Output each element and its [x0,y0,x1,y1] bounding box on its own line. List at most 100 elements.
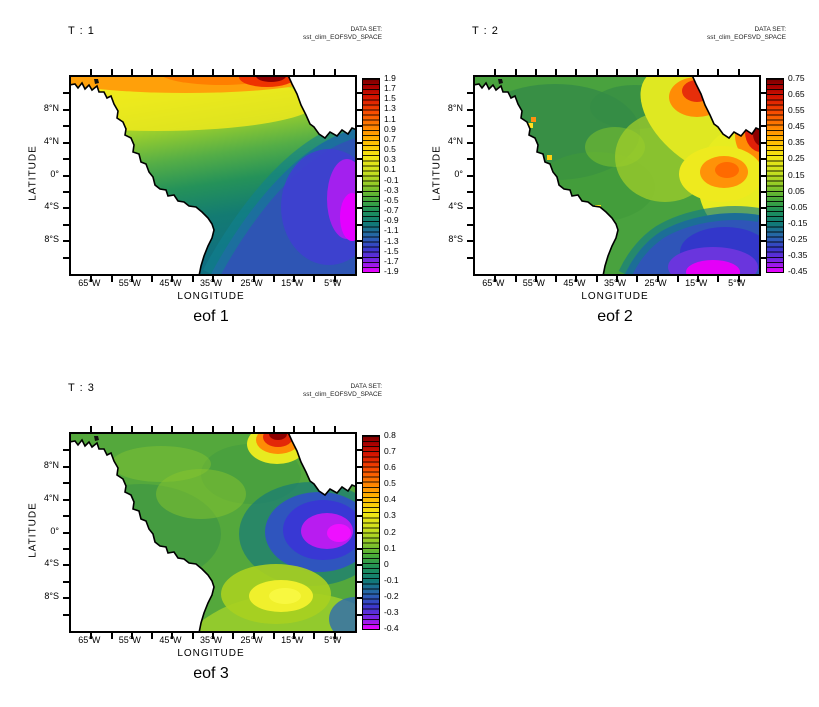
panel3-x-axis-label: LONGITUDE [177,648,245,659]
colorbar-label: 0.45 [788,121,805,132]
colorbar-label: 1.1 [384,113,396,124]
axis-tick [761,92,767,95]
colorbar-label: 1.7 [384,83,396,94]
axis-tick [63,482,69,485]
axis-tick [212,633,214,639]
axis-tick [191,276,194,282]
x-tick-label: 25°W [644,278,667,288]
colorbar-label: 1.3 [384,103,396,114]
y-tick-label: 4°N [447,135,463,146]
axis-tick [697,276,700,282]
axis-tick [90,276,93,282]
axis-tick [761,223,767,226]
axis-tick [252,633,255,639]
axis-tick [357,515,363,518]
axis-tick [357,580,363,583]
axis-tick [63,108,69,111]
axis-tick [272,69,275,75]
y-tick-label: 0° [50,525,59,536]
axis-tick [357,223,363,226]
axis-tick [676,276,679,282]
axis-tick [293,276,296,282]
axis-tick [357,465,363,468]
panel1-dataset-name: sst_clim_EOFSVD_SPACE [303,34,382,41]
axis-tick [717,276,720,282]
panel2-map-frame [467,69,767,282]
axis-tick [333,69,336,75]
axis-tick [252,426,255,432]
colorbar-label: 0.5 [384,478,396,489]
y-tick-label: 0° [50,168,59,179]
axis-tick [90,426,93,432]
colorbar-label: 0.1 [384,164,396,175]
axis-tick [357,613,363,616]
axis-tick [494,69,497,75]
axis-tick [63,498,69,501]
axis-tick [252,69,255,75]
colorbar-label: -1.1 [384,225,399,236]
axis-tick [151,426,154,432]
colorbar-label: 0.8 [384,430,396,440]
axis-tick [293,426,296,432]
axis-tick [232,426,235,432]
axis-tick [656,69,659,75]
axis-tick [595,69,598,75]
axis-tick [761,174,767,177]
axis-tick [636,276,639,282]
panel3-caption: eof 3 [193,665,229,682]
axis-tick [467,207,473,210]
axis-tick [63,597,69,600]
axis-tick [212,69,214,75]
axis-tick [761,256,767,259]
colorbar-label: -0.15 [788,217,808,228]
africa-landmass [692,77,759,140]
axis-tick [212,276,214,282]
panel1-dataset-label: DATA SET: [350,26,382,33]
y-tick-label: 4°N [43,135,59,146]
axis-tick [357,498,363,501]
panel1-title: T : 1 [68,25,95,37]
panel3-dataset-annotation: DATA SET: sst_clim_EOFSVD_SPACE [222,383,382,399]
axis-tick [110,69,113,75]
panel2-dataset-label: DATA SET: [754,26,786,33]
y-tick-label: 0° [454,168,463,179]
colorbar-label: 0.05 [788,185,805,196]
panel1-map-frame [63,69,363,282]
axis-tick [63,613,69,616]
axis-tick [151,633,154,639]
axis-tick [357,256,363,259]
axis-tick [63,449,69,452]
axis-tick [63,256,69,259]
axis-tick [110,426,113,432]
axis-tick [467,92,473,95]
axis-tick [467,125,473,128]
panel2-title: T : 2 [472,25,499,37]
x-tick-label: 15°W [685,278,708,288]
trinidad-island [94,79,99,84]
colorbar-label: 0.6 [384,462,396,473]
axis-tick [313,276,316,282]
colorbar-label: -0.2 [384,590,399,601]
panel2-x-axis-label: LONGITUDE [581,291,649,302]
axis-tick [357,597,363,600]
axis-tick [130,633,133,639]
colorbar-label: 0.5 [384,144,396,155]
x-tick-label: 55°W [522,278,545,288]
axis-tick [761,190,767,193]
x-tick-label: 15°W [281,278,304,288]
axis-tick [63,158,69,161]
axis-tick [575,69,578,75]
axis-tick [357,108,363,111]
axis-tick [90,633,93,639]
x-tick-label: 35°W [603,278,627,288]
y-tick-label: 8°S [44,591,59,602]
x-tick-label: 65°W [78,278,101,288]
colorbar-label: 0.35 [788,137,805,148]
colorbar-label: -0.35 [788,249,808,260]
panel3-dataset-label: DATA SET: [350,383,382,390]
panel1-x-axis-label: LONGITUDE [177,291,245,302]
colorbar-label: 0.7 [384,133,396,144]
axis-tick [656,276,659,282]
axis-tick [63,174,69,177]
axis-tick [555,276,558,282]
